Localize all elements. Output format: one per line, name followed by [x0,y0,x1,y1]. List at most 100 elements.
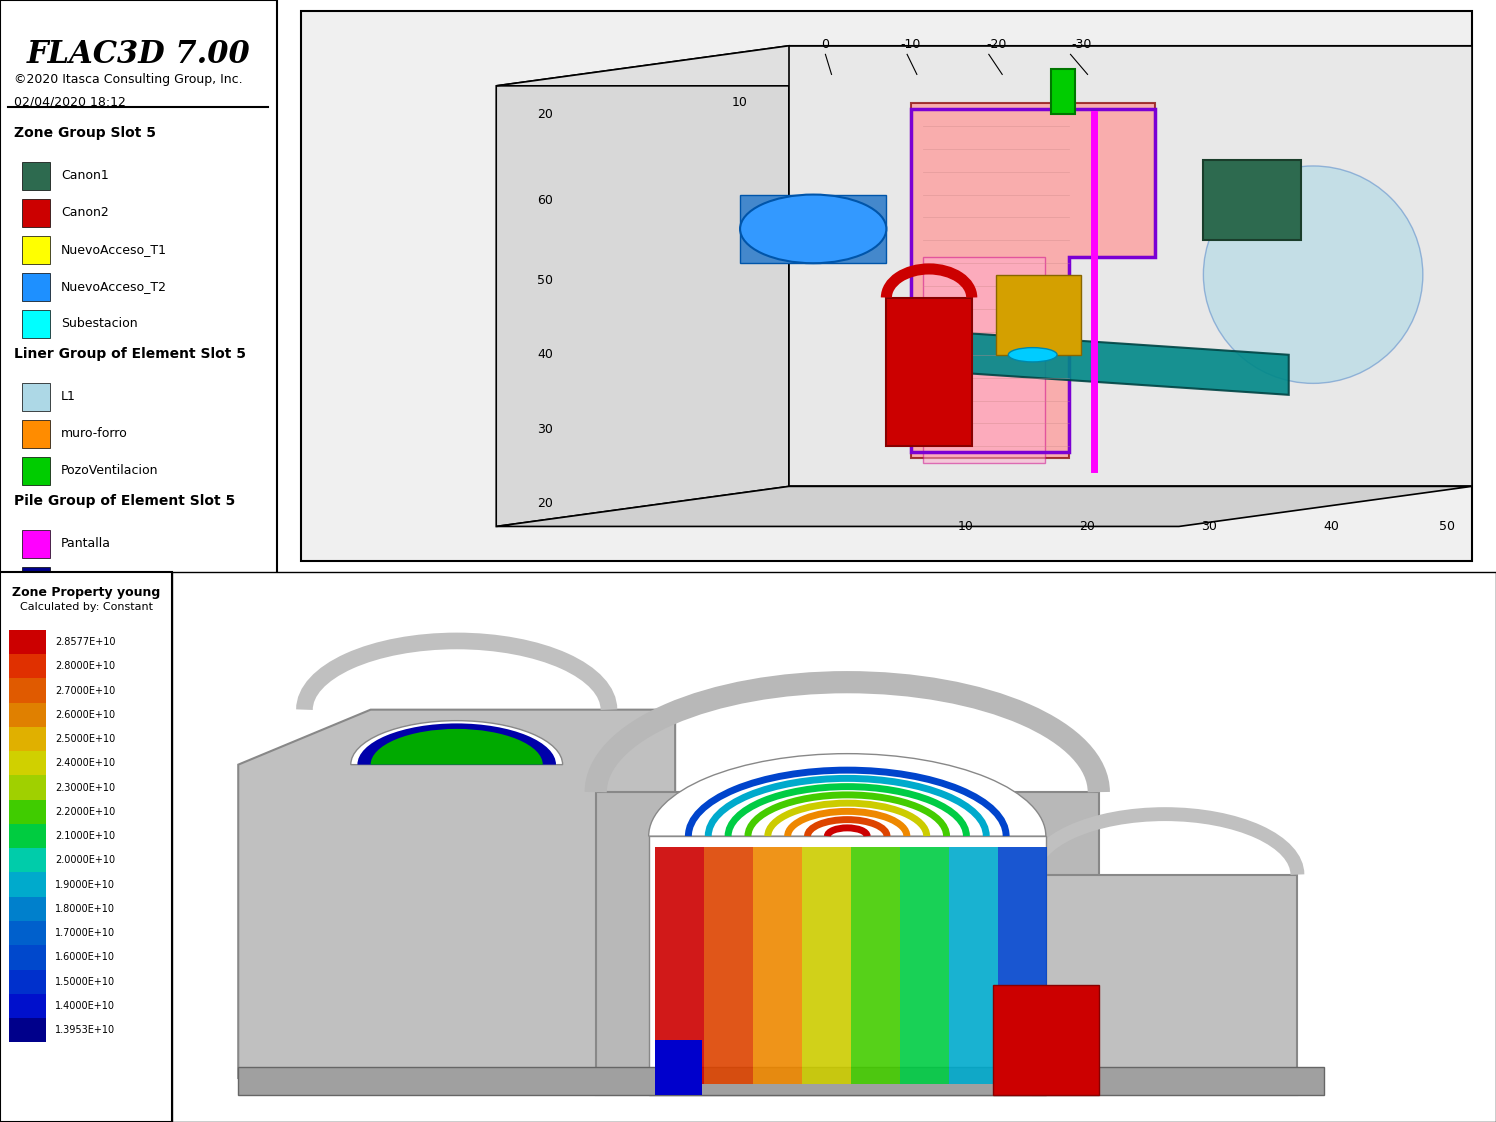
FancyBboxPatch shape [9,824,46,848]
FancyBboxPatch shape [22,236,49,264]
Text: 2.7000E+10: 2.7000E+10 [55,686,115,696]
Polygon shape [1203,160,1302,240]
Wedge shape [371,729,543,765]
FancyBboxPatch shape [9,800,46,824]
FancyBboxPatch shape [22,310,49,338]
Polygon shape [238,710,675,1078]
Text: -10: -10 [901,38,922,52]
FancyBboxPatch shape [22,273,49,301]
Text: Canon1: Canon1 [61,169,109,182]
Text: L1: L1 [61,390,76,403]
Text: Marcos_rigidizacion: Marcos_rigidizacion [61,684,184,697]
Polygon shape [497,46,788,526]
Text: 1.5000E+10: 1.5000E+10 [55,976,115,986]
Text: FLAC3D 7.00: FLAC3D 7.00 [27,39,250,71]
FancyBboxPatch shape [9,1018,46,1042]
Wedge shape [358,724,557,765]
Text: -20: -20 [986,38,1007,52]
FancyBboxPatch shape [22,530,49,558]
FancyBboxPatch shape [0,572,172,1122]
Polygon shape [911,103,1155,458]
Text: 2.4000E+10: 2.4000E+10 [55,758,115,769]
Polygon shape [595,792,1098,1095]
Text: 1.9000E+10: 1.9000E+10 [55,880,115,890]
FancyBboxPatch shape [172,572,1496,1122]
Polygon shape [655,1039,702,1095]
FancyBboxPatch shape [22,640,49,668]
Polygon shape [993,985,1098,1095]
FancyBboxPatch shape [9,994,46,1018]
Text: Paraguas: Paraguas [61,574,118,587]
Text: PozoVentilacion: PozoVentilacion [61,465,159,477]
FancyBboxPatch shape [9,945,46,969]
Polygon shape [649,836,1046,1095]
FancyBboxPatch shape [9,752,46,775]
Text: 02/04/2020 18:12: 02/04/2020 18:12 [13,95,126,109]
Wedge shape [350,720,562,765]
Text: NuevoAcceso_T1: NuevoAcceso_T1 [61,243,168,256]
Text: Pile Group of Element Slot 5: Pile Group of Element Slot 5 [13,494,235,507]
FancyBboxPatch shape [22,420,49,448]
Ellipse shape [1203,166,1423,384]
Text: Beam Group of Element Slot 5: Beam Group of Element Slot 5 [13,604,250,617]
FancyBboxPatch shape [9,654,46,679]
Text: 1.3953E+10: 1.3953E+10 [55,1026,115,1036]
Text: Cerchas: Cerchas [61,647,111,660]
Ellipse shape [741,194,886,264]
Text: 10: 10 [957,519,974,533]
Polygon shape [705,847,754,1084]
Text: 50: 50 [1439,519,1456,533]
Polygon shape [1052,68,1076,114]
Text: 2.6000E+10: 2.6000E+10 [55,710,115,720]
Text: Calculated by: Constant: Calculated by: Constant [19,603,153,613]
FancyBboxPatch shape [22,383,49,411]
FancyBboxPatch shape [9,775,46,800]
Ellipse shape [1008,348,1058,362]
Polygon shape [497,487,1472,526]
Text: 1.8000E+10: 1.8000E+10 [55,904,115,914]
Text: 0: 0 [821,38,829,52]
Text: 2.3000E+10: 2.3000E+10 [55,783,115,792]
FancyBboxPatch shape [9,896,46,921]
Polygon shape [923,258,1044,463]
Polygon shape [998,847,1047,1084]
Text: 20: 20 [537,497,554,511]
Text: -30: -30 [1071,38,1092,52]
Text: Liner Group of Element Slot 5: Liner Group of Element Slot 5 [13,347,245,360]
FancyBboxPatch shape [22,567,49,595]
Text: 1.7000E+10: 1.7000E+10 [55,928,115,938]
Polygon shape [886,297,972,447]
Text: 40: 40 [537,348,554,361]
Text: 60: 60 [537,194,554,206]
Text: ©2020 Itasca Consulting Group, Inc.: ©2020 Itasca Consulting Group, Inc. [13,73,242,86]
Text: 2.0000E+10: 2.0000E+10 [55,855,115,865]
Text: Zone Property young: Zone Property young [12,586,160,599]
Text: 2.2000E+10: 2.2000E+10 [55,807,115,817]
FancyBboxPatch shape [9,702,46,727]
Text: 10: 10 [732,96,748,110]
Text: muro-forro: muro-forro [61,427,127,440]
Text: 20: 20 [1080,519,1095,533]
FancyBboxPatch shape [9,679,46,702]
FancyBboxPatch shape [9,921,46,945]
Polygon shape [996,275,1082,355]
Polygon shape [1032,875,1297,1095]
Polygon shape [741,194,886,264]
Text: Subestacion: Subestacion [61,318,138,330]
Text: 2.1000E+10: 2.1000E+10 [55,831,115,842]
FancyBboxPatch shape [22,162,49,190]
Text: NuevoAcceso_T2: NuevoAcceso_T2 [61,280,168,293]
FancyBboxPatch shape [9,727,46,752]
Polygon shape [948,847,998,1084]
Text: 30: 30 [537,423,554,435]
FancyBboxPatch shape [22,457,49,485]
FancyBboxPatch shape [22,677,49,705]
Text: Pantalla: Pantalla [61,537,111,550]
Polygon shape [754,847,802,1084]
Polygon shape [851,847,901,1084]
Polygon shape [238,1067,1324,1095]
Text: 1.6000E+10: 1.6000E+10 [55,953,115,963]
Polygon shape [497,46,1472,86]
Polygon shape [655,847,705,1084]
Text: 2.8000E+10: 2.8000E+10 [55,661,115,671]
